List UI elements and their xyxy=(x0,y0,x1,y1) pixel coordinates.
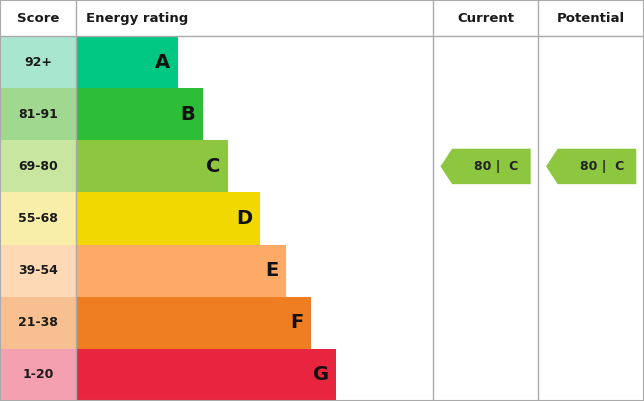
Bar xyxy=(0,88,76,140)
Text: E: E xyxy=(265,261,279,280)
Text: 80 |  C: 80 | C xyxy=(475,160,518,173)
Bar xyxy=(76,140,227,192)
Text: 55-68: 55-68 xyxy=(18,212,58,225)
Text: 69-80: 69-80 xyxy=(18,160,58,173)
Text: F: F xyxy=(290,313,304,332)
Text: A: A xyxy=(155,53,170,72)
Text: 80 |  C: 80 | C xyxy=(580,160,624,173)
Text: G: G xyxy=(312,365,328,385)
Text: B: B xyxy=(180,105,195,124)
Text: 92+: 92+ xyxy=(24,56,52,69)
Text: D: D xyxy=(236,209,252,228)
Text: Energy rating: Energy rating xyxy=(86,12,188,24)
Bar xyxy=(76,88,203,140)
Bar xyxy=(76,297,312,349)
Bar xyxy=(0,140,76,192)
Bar xyxy=(0,36,76,88)
Text: C: C xyxy=(205,157,220,176)
Polygon shape xyxy=(440,149,531,184)
Bar xyxy=(76,245,287,297)
Polygon shape xyxy=(546,149,636,184)
Text: Potential: Potential xyxy=(557,12,625,24)
Bar xyxy=(76,349,336,401)
Text: 39-54: 39-54 xyxy=(18,264,58,277)
Text: 21-38: 21-38 xyxy=(18,316,58,329)
Bar xyxy=(0,245,76,297)
Bar xyxy=(0,349,76,401)
Bar xyxy=(76,192,260,245)
Text: 1-20: 1-20 xyxy=(23,369,53,381)
Bar xyxy=(0,192,76,245)
Bar xyxy=(76,36,178,88)
Bar xyxy=(0,297,76,349)
Text: 81-91: 81-91 xyxy=(18,108,58,121)
Text: Current: Current xyxy=(457,12,514,24)
Text: Score: Score xyxy=(17,12,59,24)
